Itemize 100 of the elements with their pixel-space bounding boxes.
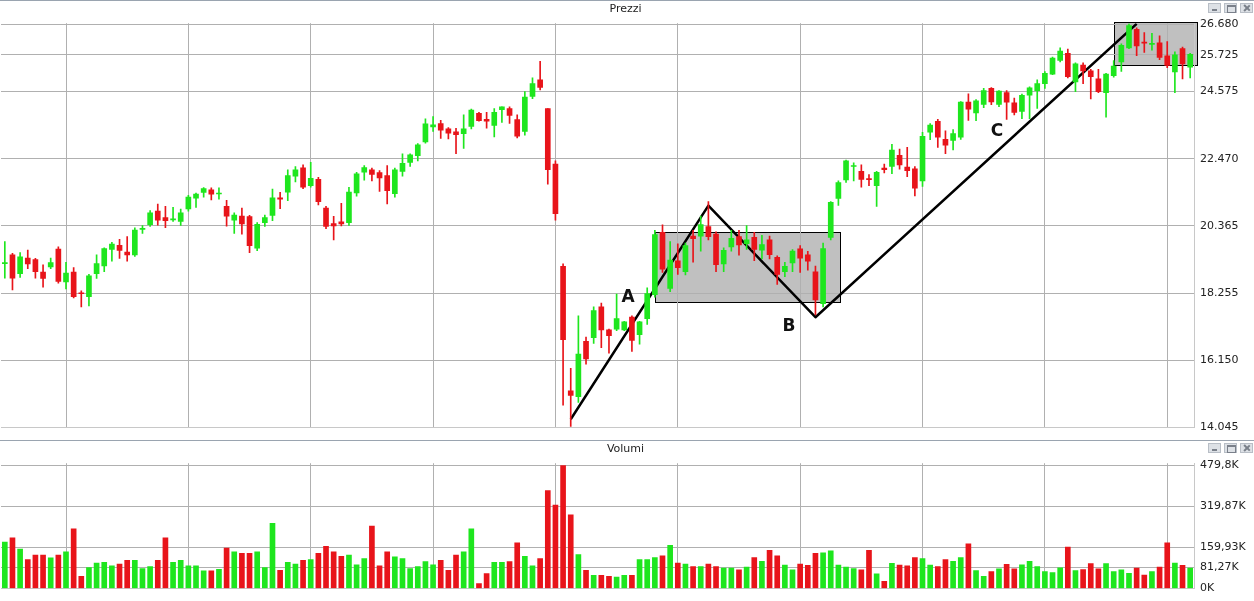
bar — [889, 562, 895, 589]
bar — [674, 562, 681, 589]
y-tick-label: 16.150 — [1200, 353, 1239, 367]
bar — [1103, 563, 1109, 589]
bar — [904, 565, 911, 589]
bar — [1064, 546, 1071, 589]
bar — [392, 556, 398, 589]
y-tick-label: 24.575 — [1200, 84, 1239, 98]
bar — [1, 541, 8, 589]
candlestick — [78, 290, 85, 308]
candlestick — [850, 162, 857, 182]
bar — [866, 550, 872, 589]
y-tick-label: 22.470 — [1200, 151, 1239, 165]
bar — [667, 544, 673, 589]
bar — [950, 560, 956, 589]
bar — [353, 564, 360, 589]
candlestick — [759, 235, 765, 260]
bar — [124, 560, 131, 589]
bar — [414, 566, 421, 589]
bar — [453, 554, 459, 589]
bar — [652, 557, 658, 589]
bar — [1172, 562, 1178, 589]
bar — [154, 560, 161, 589]
y-tick-label: 14.045 — [1200, 420, 1239, 434]
bar — [17, 548, 23, 589]
candlestick — [170, 207, 176, 222]
bar — [1110, 571, 1117, 589]
bar — [284, 561, 291, 589]
bar — [736, 569, 742, 589]
chart-title: Prezzi — [609, 2, 642, 16]
bar — [437, 560, 444, 589]
annotation: A — [621, 286, 636, 307]
y-tick-label: 319,87K — [1200, 499, 1247, 513]
bar — [262, 567, 268, 589]
bar — [1034, 566, 1041, 589]
chart-title: Volumi — [606, 442, 645, 456]
y-tick-label: 159,93K — [1200, 540, 1247, 554]
bar — [193, 565, 199, 589]
bar — [78, 576, 85, 589]
bar — [239, 552, 245, 589]
bar — [177, 560, 184, 589]
bar — [522, 556, 528, 589]
bar — [430, 564, 436, 589]
bar — [346, 554, 352, 589]
bar — [560, 465, 566, 589]
bar — [782, 564, 788, 589]
candlestick — [567, 368, 574, 427]
bar — [996, 568, 1002, 589]
candlestick — [866, 174, 872, 187]
bar — [697, 566, 704, 589]
bar — [407, 568, 413, 589]
bar — [537, 558, 543, 589]
bar — [1164, 542, 1171, 589]
bar — [1019, 564, 1025, 589]
bar — [1057, 567, 1063, 589]
y-tick-label: 20.365 — [1200, 218, 1239, 232]
candlestick — [499, 106, 505, 123]
bar — [973, 570, 979, 589]
candlestick — [430, 116, 436, 132]
bar — [63, 551, 69, 589]
bar — [774, 555, 781, 589]
y-tick-label: 18.255 — [1200, 286, 1239, 299]
bar — [40, 554, 46, 589]
bar — [147, 566, 153, 589]
bar — [980, 576, 987, 589]
bar — [361, 558, 368, 589]
candlestick — [124, 236, 131, 262]
bar — [881, 580, 888, 589]
bar — [720, 567, 727, 589]
bar — [912, 557, 918, 589]
candlestick — [453, 127, 459, 155]
bar — [47, 557, 54, 589]
bar — [216, 569, 222, 589]
bar — [544, 490, 551, 589]
candlestick — [277, 192, 283, 209]
bar — [644, 559, 651, 589]
candlestick — [338, 202, 345, 227]
bar — [567, 514, 574, 589]
bar — [590, 574, 597, 589]
bar — [606, 576, 612, 589]
bar — [208, 570, 215, 589]
candlestick — [460, 114, 467, 149]
bar — [1042, 571, 1048, 589]
bar — [820, 552, 826, 589]
bar — [338, 556, 345, 589]
bar — [1187, 567, 1194, 589]
bar — [850, 568, 857, 589]
bar — [24, 559, 31, 589]
bar — [514, 542, 521, 589]
bar — [598, 574, 605, 589]
bar — [713, 566, 719, 589]
bar — [934, 566, 941, 589]
candlestick — [1, 241, 8, 279]
bar — [86, 567, 92, 589]
bar — [323, 546, 329, 589]
bar — [1087, 563, 1094, 589]
bar — [499, 561, 505, 589]
bar — [1141, 574, 1148, 589]
bar — [307, 559, 314, 589]
bar — [476, 583, 482, 589]
